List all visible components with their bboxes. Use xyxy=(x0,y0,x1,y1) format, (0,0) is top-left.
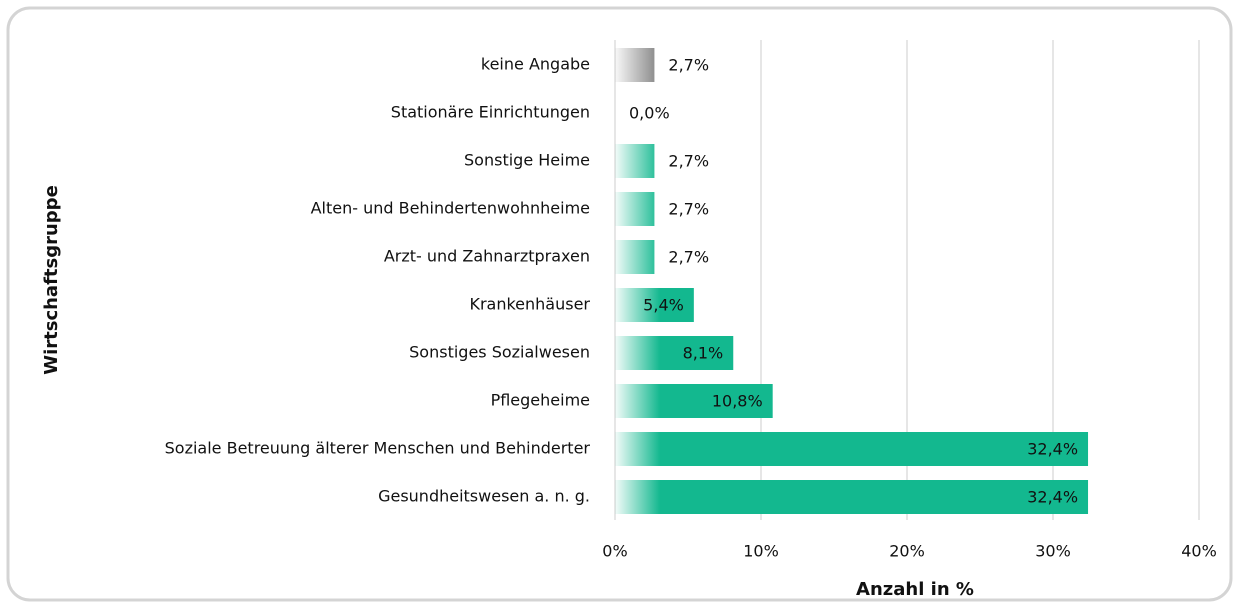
y-tick-label: Sonstige Heime xyxy=(464,151,590,170)
y-tick-label: Stationäre Einrichtungen xyxy=(391,103,590,122)
value-label: 0,0% xyxy=(629,104,670,123)
bar xyxy=(615,288,694,322)
y-tick-label: Gesundheitswesen a. n. g. xyxy=(378,487,590,506)
value-label: 8,1% xyxy=(683,344,724,363)
y-tick-label: keine Angabe xyxy=(481,55,590,74)
bar xyxy=(615,432,1089,466)
value-label: 2,7% xyxy=(668,152,709,171)
bar xyxy=(615,384,773,418)
y-axis-title: Wirtschaftsgruppe xyxy=(41,185,62,375)
value-label: 5,4% xyxy=(643,296,684,315)
x-tick-label: 40% xyxy=(1181,542,1217,561)
x-tick-label: 0% xyxy=(602,542,627,561)
y-tick-label: Soziale Betreuung älterer Menschen und B… xyxy=(165,439,591,458)
bar xyxy=(615,48,655,82)
x-tick-label: 20% xyxy=(889,542,925,561)
bar xyxy=(615,144,655,178)
x-tick-label: 30% xyxy=(1035,542,1071,561)
bar xyxy=(615,336,734,370)
value-label: 2,7% xyxy=(668,56,709,75)
value-label: 2,7% xyxy=(668,248,709,267)
x-tick-label: 10% xyxy=(743,542,779,561)
bar xyxy=(615,240,655,274)
y-tick-label: Krankenhäuser xyxy=(469,295,590,314)
value-label: 32,4% xyxy=(1027,488,1078,507)
y-tick-label: Sonstiges Sozialwesen xyxy=(409,343,590,362)
value-label: 2,7% xyxy=(668,200,709,219)
y-tick-label: Pflegeheime xyxy=(491,391,590,410)
value-label: 32,4% xyxy=(1027,440,1078,459)
bar xyxy=(615,480,1089,514)
y-tick-label: Arzt- und Zahnarztpraxen xyxy=(384,247,590,266)
y-tick-label: Alten- und Behindertenwohnheime xyxy=(311,199,590,218)
x-axis-title: Anzahl in % xyxy=(856,579,974,600)
value-label: 10,8% xyxy=(712,392,763,411)
bar xyxy=(615,192,655,226)
